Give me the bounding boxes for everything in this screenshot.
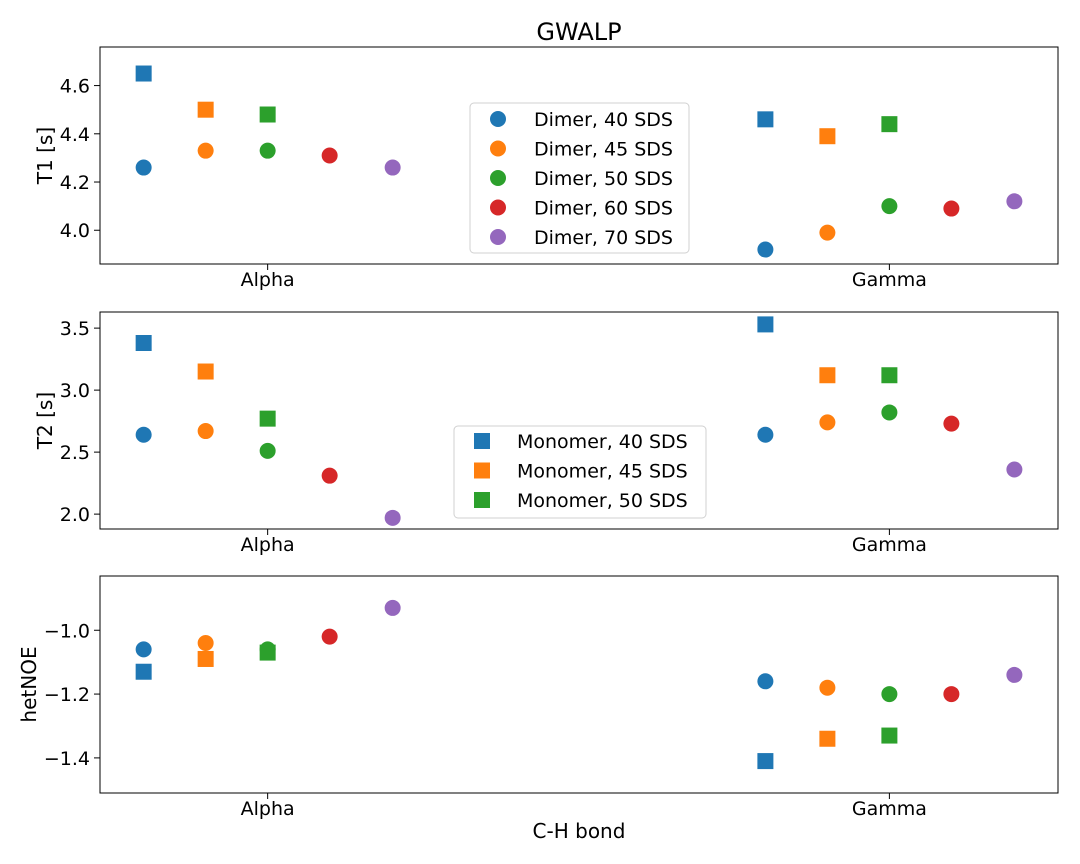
y-tick-label: 4.2 [60, 172, 90, 194]
data-point-circle [1006, 193, 1023, 210]
data-point-square [135, 335, 152, 351]
data-point-square [819, 367, 836, 384]
legend-marker-square [474, 492, 490, 508]
data-point-circle [881, 404, 898, 421]
legend-entry-label: Dimer, 45 SDS [534, 139, 673, 161]
data-point-circle [819, 224, 836, 241]
data-point-square [259, 106, 276, 123]
data-point-circle [135, 641, 152, 658]
y-axis-label: T1 [s] [33, 127, 57, 185]
data-point-square [757, 753, 774, 770]
data-point-circle [943, 415, 960, 432]
data-point-square [881, 727, 898, 744]
data-point-circle [757, 241, 774, 258]
y-axis-label: hetNOE [17, 646, 41, 722]
figure-title: GWALP [536, 18, 621, 46]
legend-marker-circle [490, 140, 506, 157]
legend-frame [453, 425, 707, 519]
data-point-square [819, 128, 836, 145]
data-point-circle [321, 628, 338, 645]
x-axis-label: C-H bond [533, 819, 626, 843]
data-point-circle [819, 679, 836, 696]
x-tick-label-alpha: Alpha [241, 534, 295, 556]
data-point-square [259, 410, 276, 427]
legend-marker-circle [490, 111, 506, 127]
axes-frame [99, 46, 1059, 265]
data-point-circle [135, 426, 152, 443]
data-point-square [819, 730, 836, 747]
x-tick-label-gamma: Gamma [852, 534, 927, 556]
data-point-circle [943, 686, 960, 703]
legend-entry-label: Dimer, 40 SDS [534, 109, 673, 131]
panel-hetnoe: −1.4 −1.2 −1.0 Alpha Gamma hetNOE [17, 575, 1059, 820]
data-point-circle [197, 635, 214, 652]
data-point-circle [321, 467, 338, 484]
y-tick-label: 3.0 [60, 380, 90, 402]
data-point-square [259, 644, 276, 661]
data-point-circle [1006, 461, 1023, 478]
y-tick-label: 2.0 [60, 504, 90, 526]
data-point-square [197, 101, 214, 118]
legend-entry-label: Dimer, 50 SDS [534, 168, 673, 190]
panel-t2: 2.0 2.5 3.0 3.5 Alpha Gamma T2 [s] Monomer, 40 … [33, 311, 1059, 556]
data-point-square [197, 363, 214, 380]
data-point-circle [757, 426, 774, 443]
x-tick-label-gamma: Gamma [852, 798, 927, 820]
x-tick-label-alpha: Alpha [241, 798, 295, 820]
axes-frame [99, 575, 1059, 794]
data-point-circle [757, 673, 774, 690]
legend-marker-circle [490, 229, 506, 245]
y-axis-label: T2 [s] [33, 392, 57, 450]
data-point-circle [197, 423, 214, 440]
data-point-square [881, 116, 898, 133]
y-tick-label: 4.0 [60, 220, 90, 242]
data-point-circle [259, 442, 276, 459]
panel-t1: 4.0 4.2 4.4 4.6 Alpha Gamma T1 [s] Dimer, 40 SD… [33, 46, 1059, 291]
legend: Dimer, 40 SDS Dimer, 45 SDS Dimer, 50 SDS D… [469, 102, 690, 254]
x-tick-label-gamma: Gamma [852, 269, 927, 291]
y-tick-label: −1.2 [44, 684, 90, 706]
legend-marker-circle [490, 199, 506, 216]
y-tick-label: 3.5 [60, 318, 90, 340]
data-point-square [135, 65, 152, 82]
legend-entry-label: Monomer, 45 SDS [517, 461, 688, 483]
legend-marker-circle [490, 170, 506, 186]
legend-frame [469, 102, 690, 254]
data-point-circle [384, 509, 401, 526]
y-tick-label: 4.4 [60, 124, 90, 146]
x-tick-label-alpha: Alpha [241, 269, 295, 291]
legend-entry-label: Dimer, 70 SDS [534, 227, 673, 249]
legend-entry-label: Dimer, 60 SDS [534, 198, 673, 220]
legend-entry-label: Monomer, 40 SDS [517, 431, 688, 453]
data-point-circle [384, 159, 401, 176]
data-point-circle [197, 142, 214, 159]
data-point-square [135, 663, 152, 680]
data-point-square [881, 367, 898, 384]
axes-frame [99, 311, 1059, 530]
y-tick-label: 4.6 [60, 76, 90, 98]
data-point-circle [384, 599, 401, 616]
legend-marker-square [474, 462, 490, 479]
y-tick-label: −1.4 [44, 748, 90, 770]
y-tick-label: 2.5 [60, 442, 90, 464]
legend: Monomer, 40 SDS Monomer, 45 SDS Monomer, 5… [453, 425, 707, 519]
data-point-square [757, 111, 774, 128]
data-point-circle [259, 142, 276, 159]
data-point-circle [943, 200, 960, 217]
data-point-circle [819, 414, 836, 431]
y-tick-label: −1.0 [44, 620, 90, 642]
legend-entry-label: Monomer, 50 SDS [517, 490, 688, 512]
data-point-circle [321, 147, 338, 164]
data-point-square [197, 650, 214, 667]
data-point-circle [881, 198, 898, 215]
legend-marker-square [474, 433, 490, 449]
data-point-circle [1006, 666, 1023, 683]
data-point-square [757, 316, 774, 333]
data-point-circle [135, 159, 152, 176]
data-point-circle [881, 686, 898, 703]
